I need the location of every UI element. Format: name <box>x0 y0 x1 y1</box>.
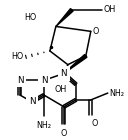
Text: OH: OH <box>55 85 67 94</box>
Text: N: N <box>61 69 67 78</box>
Text: O: O <box>93 27 99 36</box>
Polygon shape <box>56 9 73 26</box>
Text: HO: HO <box>12 52 24 61</box>
Text: N: N <box>29 97 35 106</box>
Text: NH₂: NH₂ <box>36 122 51 130</box>
Polygon shape <box>64 54 87 74</box>
Text: O: O <box>61 129 67 138</box>
Text: OH: OH <box>104 5 116 14</box>
Text: O: O <box>92 119 98 128</box>
Text: N: N <box>41 76 47 85</box>
Text: N: N <box>17 76 23 85</box>
Text: NH₂: NH₂ <box>109 89 124 98</box>
Text: HO: HO <box>24 13 36 22</box>
